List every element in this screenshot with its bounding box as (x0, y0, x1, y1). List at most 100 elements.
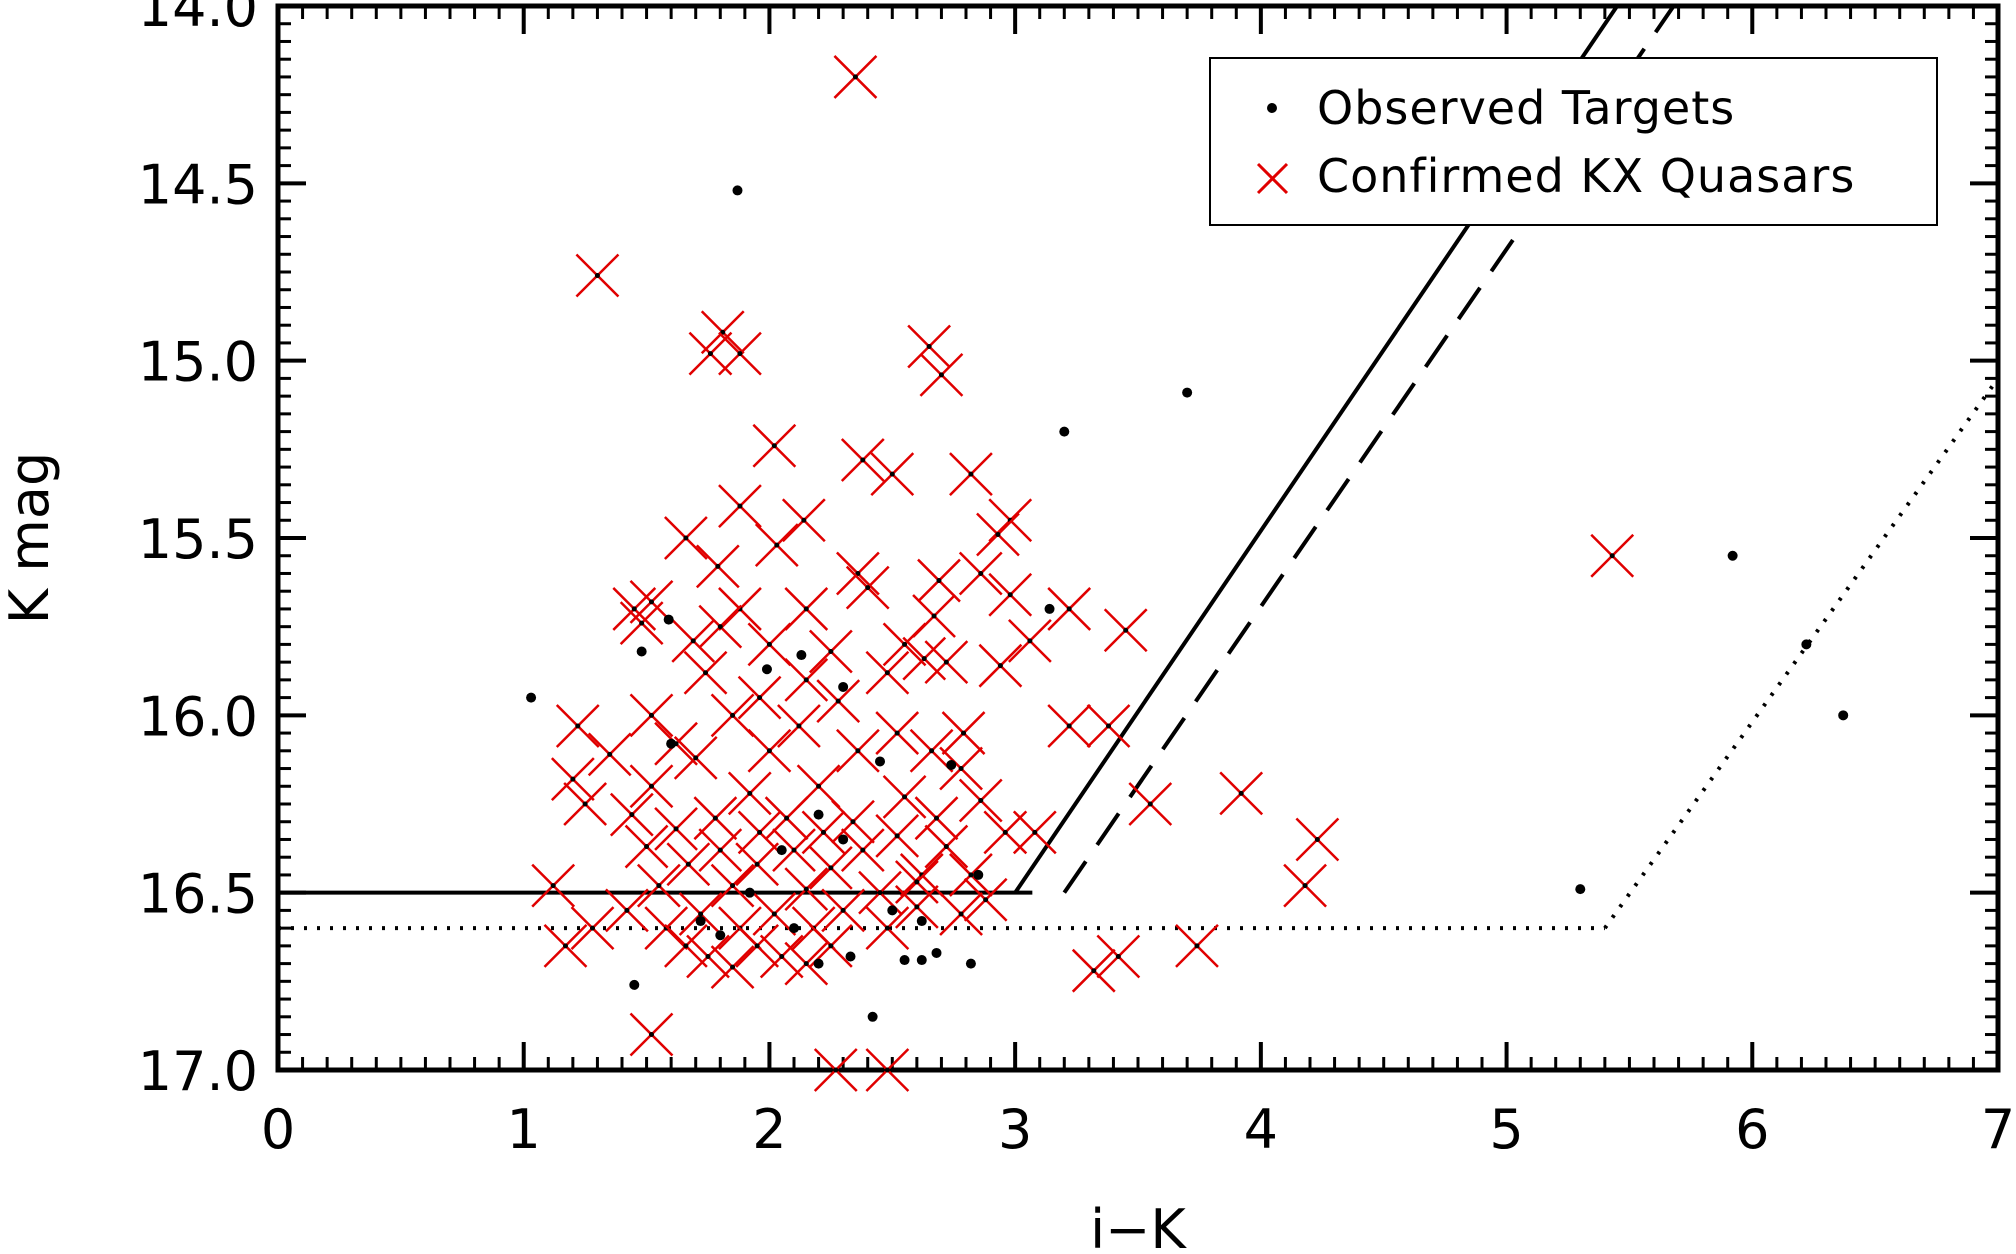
quasar-center-dot (902, 641, 908, 647)
target-point (526, 692, 537, 703)
target-point (838, 834, 849, 845)
target-point (1182, 387, 1193, 398)
quasar-point (941, 711, 986, 755)
quasar-center-dot (803, 961, 809, 967)
quasar-point (831, 799, 875, 844)
quasar-center-dot (683, 535, 689, 541)
quasar-point (1047, 587, 1092, 631)
quasar-point (555, 704, 600, 748)
quasar-center-dot (816, 783, 822, 789)
x-axis-label: i−K (1090, 1198, 1187, 1254)
target-point (796, 650, 807, 661)
quasar-center-dot (997, 663, 1003, 669)
quasar-point (840, 438, 885, 482)
target-point (789, 923, 799, 934)
target-point (761, 664, 772, 675)
quasar-center-dot (877, 890, 883, 896)
quasar-center-dot (644, 844, 650, 850)
quasar-center-dot (828, 865, 834, 871)
quasar-point (882, 775, 927, 819)
quasar-center-dot (934, 815, 940, 821)
legend: Observed Targets Confirmed KX Quasars (1209, 57, 1938, 226)
quasar-center-dot (828, 648, 834, 654)
quasar-point (949, 452, 993, 497)
target-point (875, 756, 885, 767)
quasar-point (666, 842, 711, 887)
quasar-center-dot (624, 907, 630, 913)
x-tick-label: 3 (998, 1098, 1032, 1161)
quasar-center-dot (754, 943, 760, 949)
quasar-point (695, 544, 740, 589)
quasar-point (759, 934, 804, 979)
quasar-point (816, 679, 861, 724)
quasar-center-dot (1302, 883, 1308, 889)
quasar-point (902, 636, 947, 681)
quasar-center-dot (791, 847, 797, 853)
dotted-boundary-line (1603, 377, 2000, 930)
quasar-center-dot (631, 606, 637, 612)
quasar-center-dot (757, 695, 763, 701)
quasar-point (845, 565, 890, 610)
quasar-center-dot (936, 578, 942, 584)
quasar-point (909, 728, 954, 773)
quasar-center-dot (550, 883, 556, 889)
x-tick-label: 4 (1244, 1098, 1278, 1161)
quasar-point (683, 650, 728, 695)
target-point (899, 955, 910, 966)
target-point (663, 614, 674, 625)
quasar-point (710, 863, 755, 908)
target-point (715, 930, 726, 941)
target-point (838, 681, 849, 692)
y-tick-label: 17.0 (138, 1040, 258, 1103)
quasar-point (718, 587, 762, 631)
quasar-center-dot (828, 943, 834, 949)
quasar-center-dot (737, 351, 743, 357)
quasar-center-dot (1007, 592, 1013, 598)
quasar-point (875, 814, 920, 858)
tick-labels: 0 1 2 3 4 5 6 7 14.0 14.5 15.0 15.5 16.0 16.5 17.0 (138, 0, 2015, 1161)
quasar-center-dot (914, 879, 920, 885)
quasar-point (735, 923, 780, 968)
quasar-center-dot (852, 74, 858, 80)
quasar-point (784, 941, 829, 986)
target-markers (526, 185, 1849, 1022)
target-point (1059, 426, 1070, 437)
quasar-center-dot (921, 656, 927, 662)
legend-box (1209, 57, 1938, 226)
quasar-center-dot (1002, 829, 1008, 835)
target-point (1044, 603, 1055, 614)
quasar-center-dot (717, 847, 723, 853)
quasar-center-dot (685, 861, 691, 867)
legend-label-quasars: Confirmed KX Quasars (1317, 149, 1855, 203)
y-axis-label: K mag (0, 452, 61, 625)
quasar-center-dot (860, 457, 866, 463)
quasar-point (865, 1048, 910, 1092)
quasar-center-dot (715, 563, 721, 569)
quasar-center-dot (931, 613, 937, 619)
quasar-center-dot (717, 624, 723, 630)
quasar-point (1175, 923, 1219, 968)
x-tick-label: 6 (1735, 1098, 1769, 1161)
quasar-center-dot (938, 372, 944, 378)
quasar-point (907, 324, 952, 369)
quasar-center-dot (779, 954, 785, 960)
quasar-point (605, 888, 649, 933)
quasar-center-dot (894, 833, 900, 839)
quasar-point (781, 498, 826, 543)
quasar-center-dot (747, 790, 753, 796)
quasar-point (727, 771, 772, 816)
quasar-center-dot (803, 677, 809, 683)
quasar-point (664, 516, 708, 560)
quasar-center-dot (607, 751, 613, 757)
quasar-point (899, 853, 944, 897)
quasar-point (671, 618, 716, 663)
quasar-center-dot (698, 911, 704, 917)
quasar-point (698, 828, 743, 872)
x-tick-label: 1 (507, 1098, 541, 1161)
quasar-center-dot (983, 897, 989, 903)
quasar-center-dot (884, 1067, 890, 1073)
quasar-point (1283, 863, 1327, 908)
quasar-center-dot (1032, 829, 1038, 835)
quasar-center-dot (978, 570, 984, 576)
quasar-center-dot (796, 723, 802, 729)
